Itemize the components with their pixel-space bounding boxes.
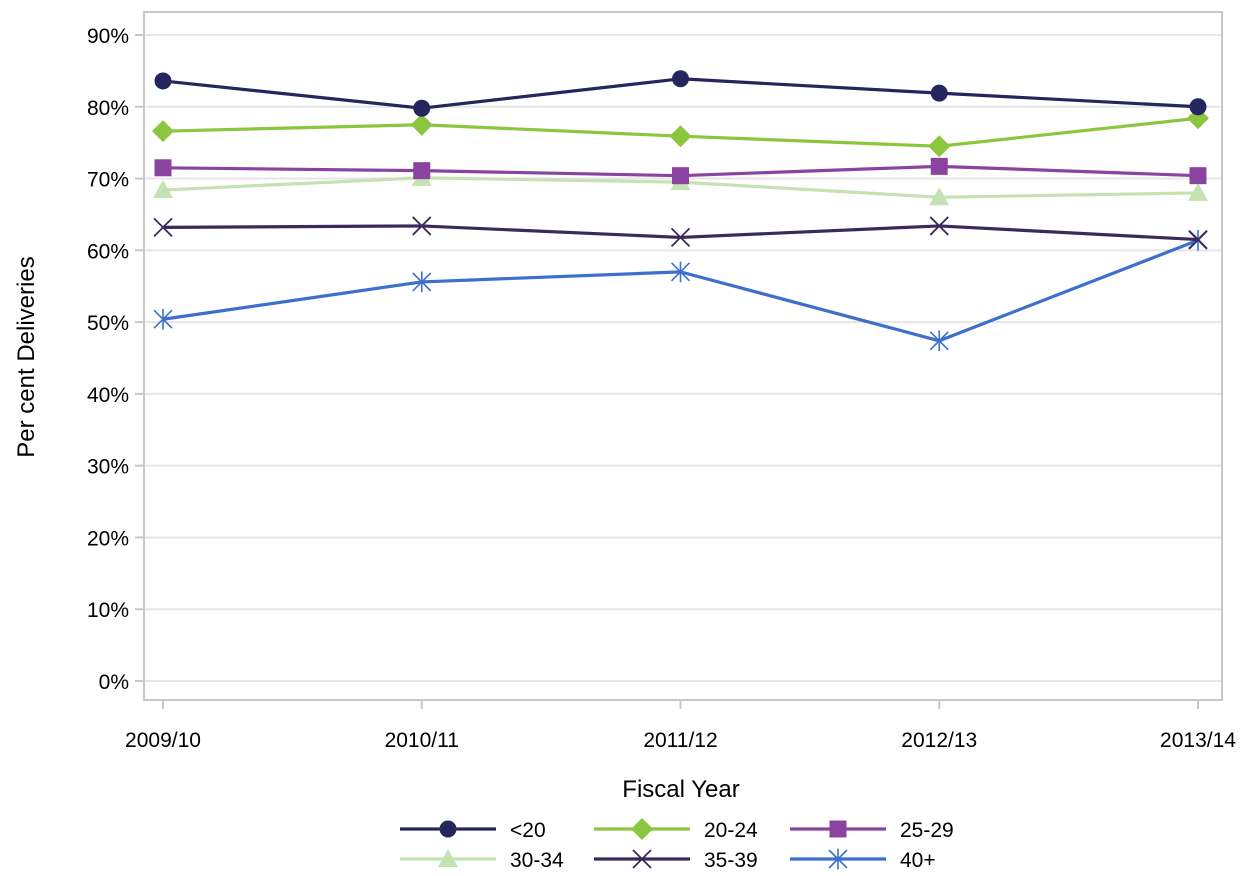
data-point: [672, 167, 689, 185]
legend-item: 35-39: [594, 849, 758, 872]
x-tick-label: 2010/11: [385, 729, 459, 752]
legend: <20 20-24 25-29 30-34 35-39 40+: [400, 818, 954, 872]
x-tick-label: 2011/12: [643, 729, 717, 752]
series-line: [162, 238, 1199, 343]
legend-marker: [632, 849, 652, 869]
data-point: [152, 120, 174, 143]
data-point: [928, 135, 951, 158]
data-point: [410, 113, 433, 136]
data-point: [670, 261, 691, 283]
y-tick-label: 0%: [99, 671, 129, 694]
data-point: [669, 125, 692, 148]
y-axis-title: Per cent Deliveries: [13, 256, 40, 457]
legend-marker: [828, 848, 848, 870]
data-point: [413, 99, 431, 117]
series-square: [154, 157, 1207, 185]
legend-label: <20: [510, 819, 546, 842]
data-point: [929, 187, 950, 206]
series-diamond: [152, 107, 1209, 158]
data-point: [929, 330, 949, 352]
legend-item: <20: [400, 819, 546, 842]
legend-label: 20-24: [704, 819, 758, 842]
legend-item: 40+: [790, 848, 936, 872]
data-point: [1188, 229, 1208, 250]
data-point: [153, 308, 173, 330]
y-tick-label: 30%: [87, 456, 129, 479]
legend-item: 30-34: [400, 849, 564, 872]
legend-marker: [439, 820, 457, 838]
legend-marker: [631, 818, 653, 840]
data-point: [929, 216, 949, 236]
y-tick-label: 40%: [87, 384, 129, 407]
legend-item: 20-24: [594, 818, 758, 842]
series-circle: [154, 70, 1207, 117]
data-point: [412, 271, 432, 293]
y-tick-label: 10%: [87, 599, 129, 622]
legend-item: 25-29: [790, 819, 954, 842]
legend-label: 35-39: [704, 849, 758, 871]
x-axis-ticks: 2009/10 2010/11 2011/12 2012/13 2013/14: [125, 700, 1236, 752]
plot-frame: [143, 11, 1223, 701]
legend-label: 40+: [900, 849, 936, 871]
legend-marker: [438, 849, 458, 867]
y-tick-label: 90%: [87, 25, 129, 48]
series-x: [153, 216, 1208, 250]
y-tick-label: 20%: [87, 527, 129, 550]
data-point: [154, 159, 172, 177]
data-point: [412, 216, 432, 236]
legend-label: 30-34: [510, 849, 564, 871]
x-tick-label: 2013/14: [1160, 729, 1236, 752]
legend-label: 25-29: [900, 819, 954, 842]
grid-lines: [144, 34, 1222, 682]
data-point: [1188, 182, 1208, 201]
data-point: [154, 72, 172, 90]
data-point: [1189, 167, 1207, 185]
series-asterisk: [153, 229, 1208, 352]
x-tick-label: 2009/10: [125, 729, 201, 752]
data-point: [1189, 98, 1207, 116]
data-point: [153, 180, 173, 199]
legend-marker: [829, 820, 847, 838]
y-tick-label: 80%: [87, 97, 129, 120]
data-point: [670, 227, 691, 248]
data-point: [930, 84, 948, 102]
data-point: [153, 217, 173, 238]
y-tick-label: 60%: [87, 240, 129, 263]
x-tick-label: 2012/13: [901, 729, 977, 752]
data-point: [930, 157, 948, 175]
y-axis-ticks: 0% 10% 20% 30% 40% 50% 60% 70% 80% 90%: [87, 25, 144, 694]
y-tick-label: 50%: [87, 312, 129, 335]
x-axis-title: Fiscal Year: [622, 776, 739, 803]
y-tick-label: 70%: [87, 169, 129, 192]
series-group: [152, 70, 1209, 352]
data-point: [413, 162, 431, 180]
data-point: [672, 70, 689, 88]
